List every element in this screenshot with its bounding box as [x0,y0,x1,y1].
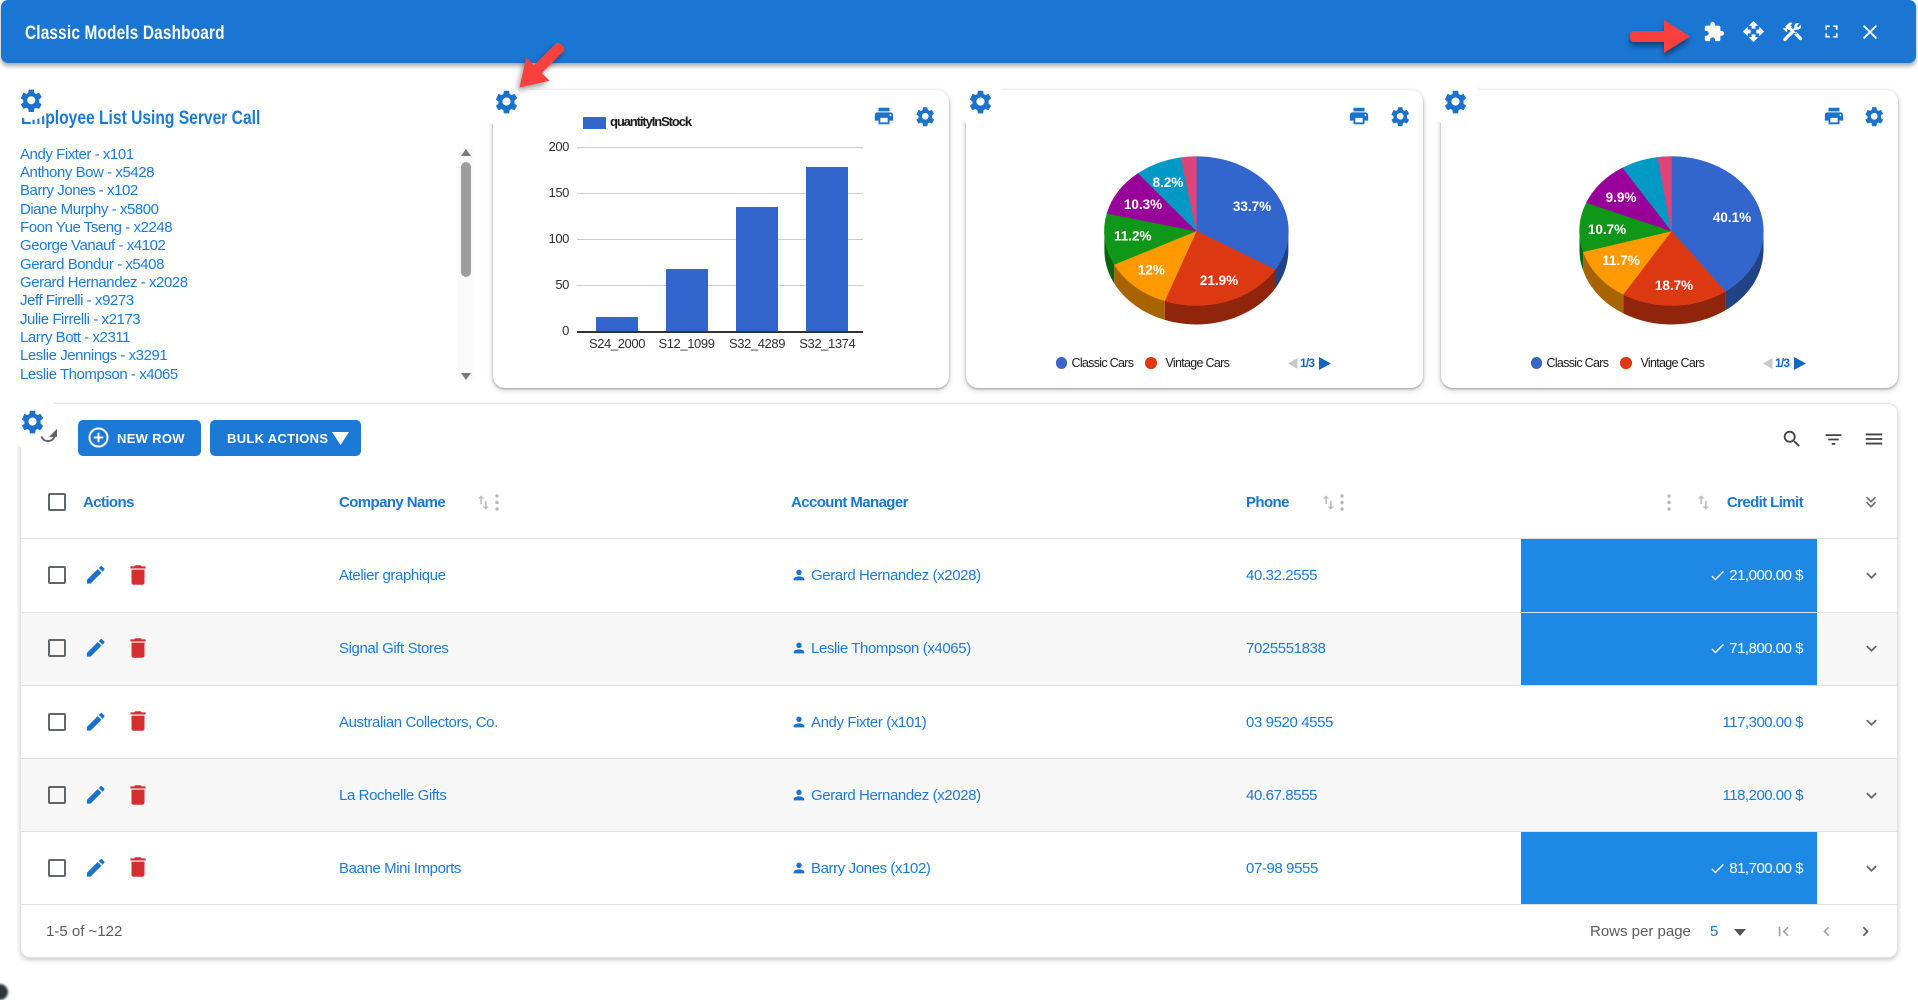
svg-text:9.9%: 9.9% [1606,190,1637,205]
svg-text:10.3%: 10.3% [1124,197,1162,212]
svg-text:33.7%: 33.7% [1233,199,1271,214]
svg-text:40.1%: 40.1% [1713,210,1751,225]
svg-text:11.2%: 11.2% [1114,229,1152,244]
svg-text:21.9%: 21.9% [1200,273,1238,288]
svg-text:11.7%: 11.7% [1602,253,1640,268]
svg-text:10.7%: 10.7% [1588,222,1626,237]
svg-text:8.2%: 8.2% [1153,175,1184,190]
svg-text:12%: 12% [1138,263,1165,278]
svg-text:18.7%: 18.7% [1655,278,1693,293]
